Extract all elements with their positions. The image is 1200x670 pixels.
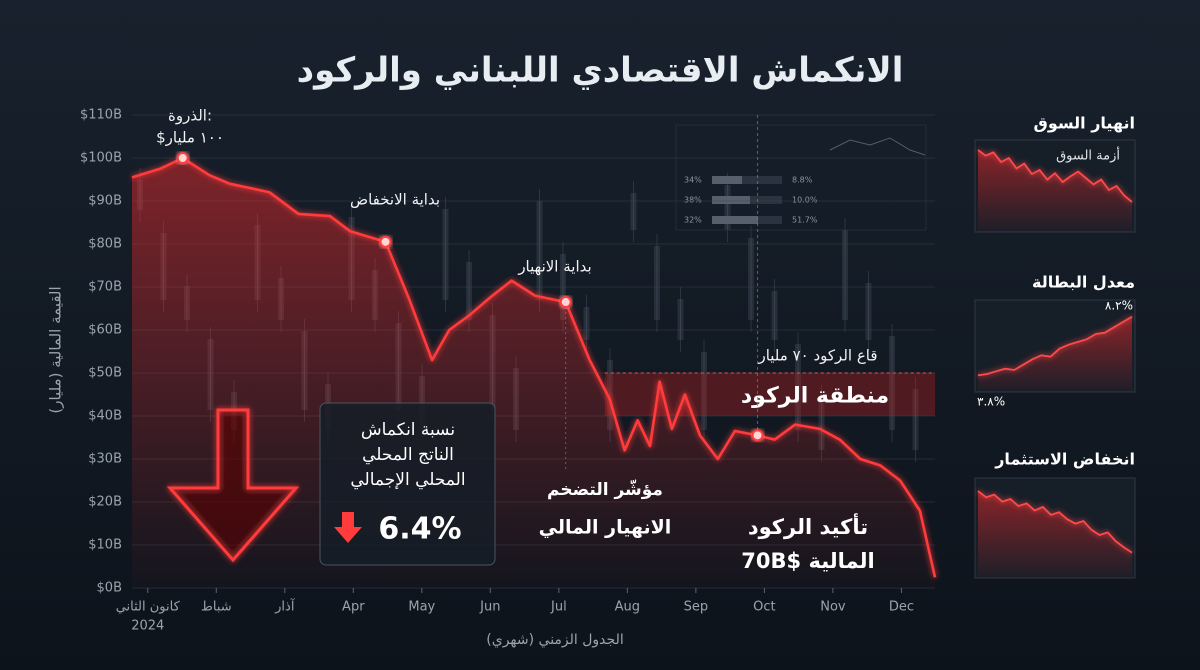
decor-candle [630, 193, 637, 230]
decor-candle [912, 389, 919, 450]
x-tick-label: Dec [889, 600, 914, 615]
kpi-text: نسبة انكماش [361, 420, 455, 440]
x-tick-label: Oct [753, 600, 775, 615]
inset-bar-fill [712, 216, 758, 224]
inset-cell: 8.8% [792, 176, 813, 185]
inset-cell: 51.7% [792, 216, 818, 225]
y-tick-label: $70B [88, 280, 122, 295]
inset-sparkline [829, 137, 926, 156]
side-panels: انهيار السوق أزمة السوق معدل البطالة ٣.٨% ٨.… [974, 114, 1136, 579]
kpi-value: 6.4% [378, 512, 461, 547]
decor-candle [818, 397, 825, 450]
x-tick-label: May [408, 600, 435, 615]
y-tick-label: $40B [88, 409, 122, 424]
annotation-text: بداية الانخفاض [350, 191, 440, 209]
x-tick-label: Nov [820, 600, 846, 615]
x-tick-label: شباط [201, 600, 232, 615]
decor-candle [701, 352, 707, 430]
x-tick-label: Sep [684, 600, 709, 615]
x-tick-label: كانون الثاني [116, 600, 181, 615]
x-sublabel: 2024 [131, 619, 164, 634]
plot: $0B $10B $20B $30B $40B $50B $60B $70B $80B $90B $… [47, 107, 937, 648]
inset-cell: 34% [684, 176, 702, 185]
inset-bar-fill [712, 196, 750, 204]
annotation-text: قاع الركود ٧٠ مليار [757, 347, 877, 365]
y-tick-label: $80B [88, 237, 122, 252]
y-axis-label: القيمة المالية (مليار) [47, 286, 65, 413]
kpi-down-icon [334, 512, 362, 543]
y-tick-label: $60B [88, 323, 122, 338]
y-tick-label: $100B [80, 151, 122, 166]
inset-frame [675, 124, 927, 231]
y-tick-label: $50B [88, 366, 122, 381]
decor-candle [771, 291, 778, 340]
decor-candle [748, 238, 754, 320]
decor-candle [654, 246, 660, 320]
decor-candle [583, 307, 590, 340]
inset-bar [712, 176, 782, 184]
inset-cell: 38% [684, 196, 702, 205]
y-tick-label: $20B [88, 495, 122, 510]
x-tick-label: Jun [479, 600, 500, 615]
line [131, 156, 937, 578]
decor-candle [442, 209, 449, 300]
panel-area [978, 150, 1132, 232]
panel-value-label: ٣.٨% [977, 395, 1005, 409]
annotation-text: $١٠٠ مليار [156, 129, 224, 147]
decor-candle [795, 344, 801, 430]
annotation-marker [379, 235, 392, 248]
x-tick-label: Aug [615, 600, 640, 615]
chart-label: 70B$ المالية [741, 549, 874, 573]
decor-candle [560, 254, 566, 320]
panel-area [978, 491, 1132, 578]
kpi-box [319, 402, 496, 566]
zone-label: منطقة الركود [741, 384, 889, 409]
panel-title: انخفاض الاستثمار [994, 450, 1135, 469]
panel-title: معدل البطالة [1032, 273, 1135, 292]
x-tick-label: آذار [274, 598, 296, 615]
inset-cell: 32% [684, 216, 702, 225]
x-tick-label: Apr [342, 600, 365, 615]
annotation-marker [559, 296, 572, 309]
down-arrow [166, 408, 300, 563]
annotation-marker [176, 152, 189, 164]
inset-cell: 10.0% [792, 196, 818, 205]
annotation-marker [751, 429, 764, 442]
decor-candle [536, 201, 543, 300]
decor-candle [889, 336, 895, 430]
decor-candle [842, 230, 848, 320]
decor-candle [466, 262, 472, 320]
panel-line [977, 490, 1133, 554]
x-axis-label: الجدول الزمني (شهري) [486, 632, 623, 648]
kpi-text: الناتج المحلي [362, 445, 454, 465]
chart-label: مؤشّر التضخم [547, 479, 663, 500]
y-tick-label: $90B [88, 194, 122, 209]
panel-title: انهيار السوق [1034, 114, 1135, 133]
y-tick-label: $110B [80, 108, 122, 123]
decor-candle [724, 185, 731, 230]
panel-subtitle: أزمة السوق [1056, 147, 1120, 164]
x-tick-label: Jul [550, 600, 567, 615]
kpi-text: المحلي الإجمالي [350, 470, 465, 490]
y-tick-label: $0B [97, 581, 122, 596]
panel-value-label: ٨.٢% [1105, 299, 1133, 313]
y-tick-label: $30B [88, 452, 122, 467]
decor-candle [865, 283, 872, 340]
decor-candle [677, 299, 684, 340]
panel-line [977, 149, 1133, 203]
annotation-text: بداية الانهيار [517, 258, 591, 276]
chart-label: تأكيد الركود [748, 512, 868, 539]
chart-title: الانكماش الاقتصادي اللبناني والركود [297, 51, 904, 91]
inset-bar-fill [712, 176, 742, 184]
chart-label: الانهيار المالي [539, 517, 672, 539]
panel-line [977, 315, 1133, 377]
y-tick-label: $10B [88, 538, 122, 553]
decor-candle [607, 360, 613, 430]
annotation-text: الذروة: [168, 107, 212, 125]
